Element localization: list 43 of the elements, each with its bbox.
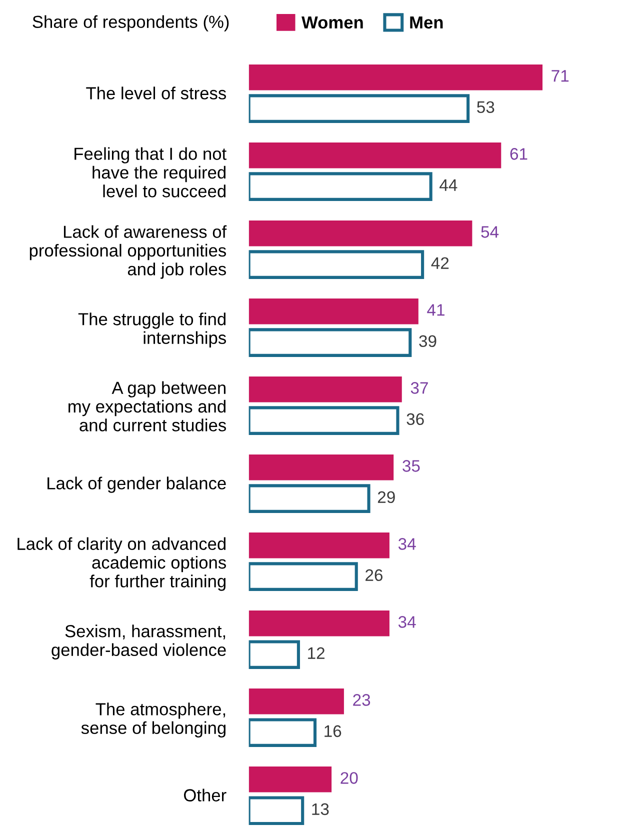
- y-tick-label: Feeling that I do not have the required level to succeed: [74, 147, 226, 198]
- data-label: 44: [440, 179, 458, 191]
- y-tick-label: The atmosphere, sense of belonging: [81, 702, 226, 738]
- data-label: 39: [419, 335, 436, 348]
- data-label: 53: [477, 101, 494, 114]
- legend-title: Share of respondents (%): [32, 15, 229, 32]
- data-label: 34: [398, 616, 416, 628]
- y-tick-label: The level of stress: [86, 86, 226, 100]
- data-label: 34: [398, 538, 416, 550]
- y-tick-label: Other: [184, 788, 226, 802]
- data-label: 23: [353, 694, 370, 706]
- legend-label: Men: [410, 16, 443, 29]
- y-tick-label: Lack of gender balance: [48, 476, 226, 493]
- y-tick-label: Lack of awareness of professional opportunities and job roles: [30, 225, 227, 279]
- data-label: 37: [410, 382, 428, 394]
- data-label: 41: [427, 304, 444, 316]
- y-tick-label: The struggle to find internships: [78, 312, 226, 348]
- data-label: 12: [308, 647, 324, 659]
- bar: [248, 454, 394, 480]
- bar: [248, 532, 390, 558]
- data-label: 20: [340, 772, 358, 784]
- bar: [248, 220, 472, 246]
- bar: [248, 766, 332, 792]
- data-label: 29: [378, 491, 395, 504]
- y-tick-label: Sexism, harassment, gender-based violence: [52, 624, 226, 660]
- y-tick-label: Lack of clarity on advanced academic options for further training: [18, 537, 226, 591]
- bar: [248, 610, 390, 636]
- data-label: 71: [552, 70, 569, 82]
- bar: [248, 298, 418, 324]
- data-label: 61: [510, 148, 528, 160]
- data-label: 42: [431, 257, 449, 269]
- y-tick-label: A gap between my expectations and and current studies: [68, 381, 226, 432]
- bar: [248, 64, 543, 90]
- bar: [248, 142, 502, 168]
- bar: [248, 376, 402, 402]
- data-label: 35: [402, 460, 420, 472]
- bar: [248, 688, 344, 714]
- data-label: 13: [312, 803, 329, 816]
- data-label: 36: [406, 413, 424, 426]
- data-label: 54: [481, 226, 499, 238]
- legend-label: Women: [302, 16, 363, 29]
- data-label: 16: [324, 725, 342, 738]
- data-label: 26: [366, 569, 383, 582]
